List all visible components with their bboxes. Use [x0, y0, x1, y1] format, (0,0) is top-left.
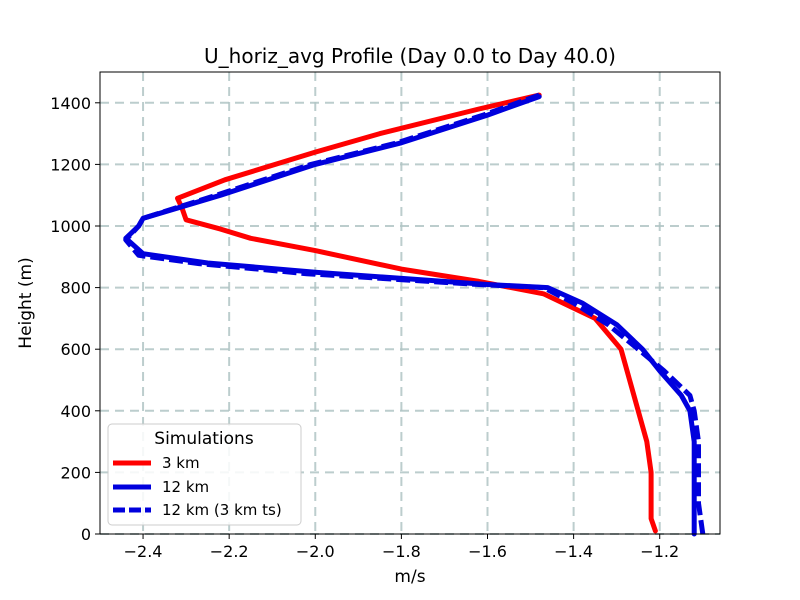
series-line-3-km: [175, 92, 658, 534]
series-layer: [123, 92, 706, 537]
x-tick-label: −1.6: [468, 542, 507, 561]
x-tick-label: −2.0: [296, 542, 335, 561]
y-tick-label: 800: [60, 279, 91, 298]
x-tick-label: −2.2: [210, 542, 249, 561]
y-tick-label: 0: [81, 525, 91, 544]
y-tick-label: 600: [60, 340, 91, 359]
y-tick-label: 1200: [50, 155, 91, 174]
y-tick-label: 400: [60, 402, 91, 421]
x-tick-label: −1.4: [554, 542, 593, 561]
legend-label-12km: 12 km: [162, 478, 209, 496]
y-axis-label: Height (m): [16, 257, 36, 348]
legend-label-3km: 3 km: [162, 454, 200, 472]
legend-label-12km-3km-ts: 12 km (3 km ts): [162, 501, 282, 519]
x-tick-label: −2.4: [124, 542, 163, 561]
grid: [100, 72, 720, 535]
series-line-12-km-3-km-ts: [123, 92, 706, 535]
y-tick-label: 1000: [50, 217, 91, 236]
chart-title: U_horiz_avg Profile (Day 0.0 to Day 40.0…: [204, 44, 616, 68]
y-tick-label: 1400: [50, 94, 91, 113]
legend-title: Simulations: [154, 429, 254, 449]
y-tick-label: 200: [60, 463, 91, 482]
ticks: −2.4 −2.2 −2.0 −1.8 −1.6 −1.4 −1.2 0 200 400 600 80…: [50, 94, 679, 561]
x-tick-label: −1.8: [382, 542, 421, 561]
series-line-12-km: [123, 94, 697, 537]
x-tick-label: −1.2: [640, 542, 679, 561]
x-axis-label: m/s: [394, 567, 425, 587]
legend-box: [107, 423, 302, 526]
plot-frame: [99, 71, 721, 535]
legend: Simulations 3 km 12 km 12 km (3 km ts): [107, 423, 302, 526]
